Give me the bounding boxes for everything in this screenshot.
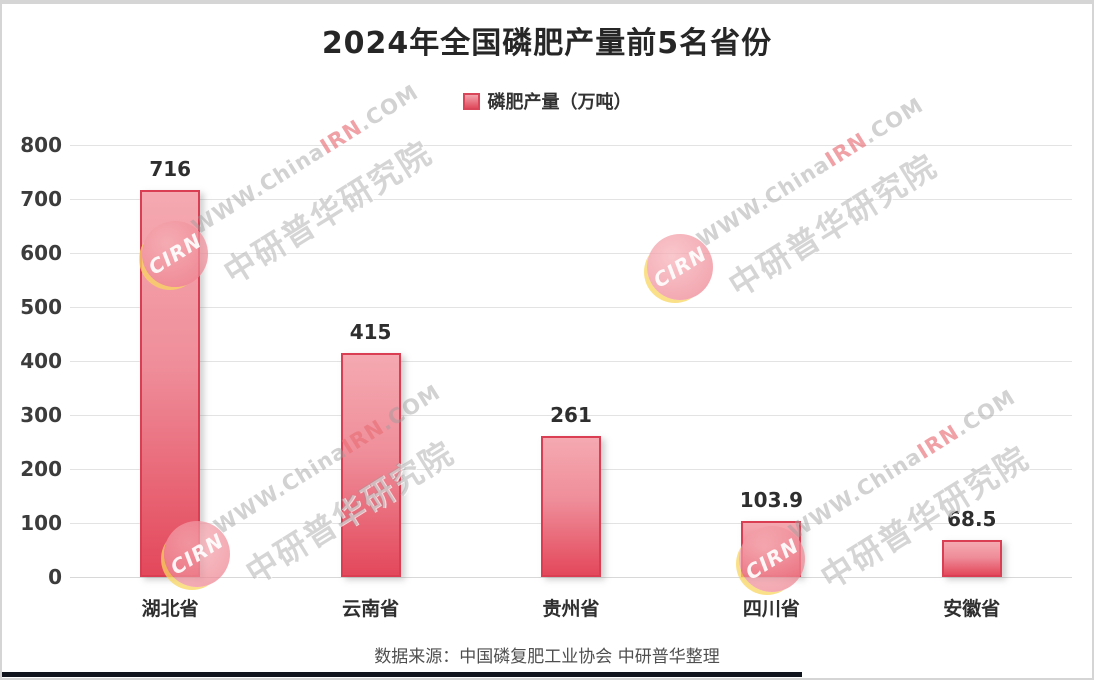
chart-legend: 磷肥产量（万吨）	[2, 88, 1092, 114]
y-axis-tick-label: 100	[20, 511, 62, 535]
gridline	[70, 415, 1072, 416]
bar-贵州省	[541, 436, 601, 577]
x-axis-category-label: 云南省	[342, 598, 400, 620]
gridline	[70, 307, 1072, 308]
y-axis-tick-label: 800	[20, 133, 62, 157]
y-axis-tick-label: 300	[20, 403, 62, 427]
y-axis-tick-label: 500	[20, 295, 62, 319]
bar-value-label: 68.5	[947, 507, 997, 531]
bar-value-label: 261	[550, 403, 592, 428]
x-axis-category-label: 贵州省	[542, 598, 600, 620]
x-axis-category-label: 湖北省	[141, 598, 199, 620]
x-axis-category-label: 安徽省	[943, 598, 1001, 620]
gridline	[70, 577, 1072, 578]
gridline	[70, 253, 1072, 254]
bar-湖北省	[140, 190, 201, 577]
y-axis-tick-label: 700	[20, 187, 62, 211]
y-axis-tick-label: 400	[20, 349, 62, 373]
y-axis-tick-label: 0	[48, 565, 62, 589]
data-source-note: 数据来源：中国磷复肥工业协会 中研普华整理	[374, 647, 720, 667]
y-axis-tick-label: 200	[20, 457, 62, 481]
chart-title: 2024年全国磷肥产量前5名省份	[321, 26, 773, 61]
bar-value-label: 103.9	[739, 487, 804, 512]
bar-安徽省	[941, 540, 1002, 577]
gridline	[70, 145, 1072, 146]
plot-area: 0 100 200 300 400 500 600 700 800 716 湖北省 415 云南省 261…	[2, 4, 1092, 678]
bar-value-label: 415	[349, 319, 392, 344]
legend-swatch-icon	[462, 92, 480, 110]
bar-四川省	[741, 520, 802, 577]
bar-value-label: 716	[149, 157, 192, 182]
y-axis-tick-label: 600	[20, 241, 62, 265]
gridline	[70, 361, 1072, 362]
bar-云南省	[340, 352, 401, 577]
x-axis-category-label: 四川省	[742, 598, 800, 620]
legend-label: 磷肥产量（万吨）	[487, 92, 632, 113]
bottom-accent-strip	[2, 672, 802, 677]
gridline	[70, 199, 1072, 200]
